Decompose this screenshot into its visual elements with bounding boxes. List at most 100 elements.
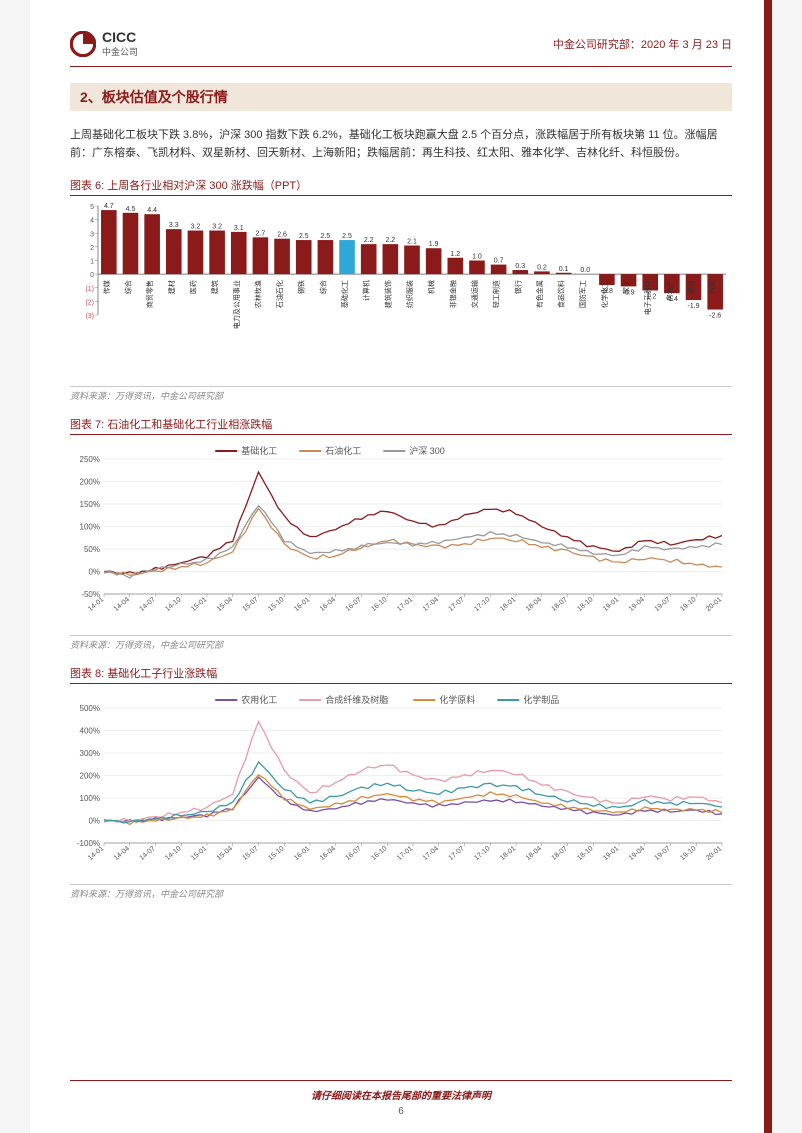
- page-number: 6: [30, 1106, 772, 1117]
- svg-text:17-07: 17-07: [448, 596, 466, 613]
- svg-text:17-07: 17-07: [448, 845, 466, 862]
- svg-text:轻工制造: 轻工制造: [492, 280, 501, 308]
- svg-text:建筑: 建筑: [210, 280, 219, 294]
- company-logo: CICC 中金公司: [70, 30, 138, 58]
- svg-text:沪深 300: 沪深 300: [409, 445, 445, 456]
- cicc-logo-icon: [70, 31, 96, 57]
- svg-text:14-04: 14-04: [113, 596, 131, 613]
- svg-text:钢铁: 钢铁: [297, 280, 306, 294]
- svg-text:纺织服装: 纺织服装: [405, 280, 414, 308]
- svg-text:3.1: 3.1: [234, 224, 244, 231]
- svg-text:4.4: 4.4: [147, 207, 157, 214]
- svg-text:2.6: 2.6: [277, 231, 287, 238]
- svg-text:1.2: 1.2: [450, 250, 460, 257]
- svg-text:15-10: 15-10: [267, 845, 285, 862]
- svg-text:农林牧渔: 农林牧渔: [253, 280, 262, 308]
- right-accent-bar: [764, 0, 772, 1133]
- svg-text:化学化工: 化学化工: [600, 280, 609, 308]
- svg-text:银行: 银行: [513, 280, 522, 294]
- chart7-line-chart: -50%0%50%100%150%200%250%14-0114-0414-07…: [70, 441, 732, 631]
- svg-text:2.5: 2.5: [321, 233, 331, 240]
- svg-text:17-04: 17-04: [422, 845, 440, 862]
- svg-text:0.2: 0.2: [537, 264, 547, 271]
- svg-text:-2.6: -2.6: [709, 312, 721, 319]
- svg-text:18-04: 18-04: [525, 845, 543, 862]
- svg-text:14-07: 14-07: [139, 845, 157, 862]
- svg-text:基础化工: 基础化工: [241, 445, 277, 456]
- svg-text:2: 2: [90, 244, 94, 251]
- svg-text:0.0: 0.0: [580, 267, 590, 274]
- svg-text:16-07: 16-07: [345, 596, 363, 613]
- svg-text:400%: 400%: [80, 726, 100, 735]
- svg-text:化学原料: 化学原料: [439, 694, 475, 705]
- svg-text:50%: 50%: [84, 545, 100, 554]
- svg-text:(3): (3): [85, 313, 94, 320]
- logo-text-cn: 中金公司: [102, 45, 138, 58]
- svg-text:0.1: 0.1: [559, 265, 569, 272]
- svg-text:4.5: 4.5: [126, 205, 136, 212]
- svg-text:房地产: 房地产: [665, 280, 674, 301]
- svg-text:16-10: 16-10: [370, 596, 388, 613]
- svg-text:5: 5: [90, 204, 94, 211]
- svg-text:16-01: 16-01: [293, 596, 311, 613]
- svg-text:(2): (2): [85, 299, 94, 306]
- svg-text:化学制品: 化学制品: [523, 694, 559, 705]
- svg-text:18-07: 18-07: [551, 596, 569, 613]
- svg-text:200%: 200%: [80, 771, 100, 780]
- svg-text:16-07: 16-07: [345, 845, 363, 862]
- svg-text:0.3: 0.3: [515, 263, 525, 270]
- svg-text:19-01: 19-01: [602, 596, 620, 613]
- svg-text:电力及公用事业: 电力及公用事业: [232, 280, 241, 329]
- svg-text:17-10: 17-10: [473, 845, 491, 862]
- svg-text:200%: 200%: [80, 477, 100, 486]
- svg-text:石油化工: 石油化工: [325, 445, 361, 456]
- svg-text:2.5: 2.5: [299, 233, 309, 240]
- svg-text:综合: 综合: [318, 280, 327, 294]
- svg-text:19-07: 19-07: [654, 596, 672, 613]
- svg-text:19-10: 19-10: [679, 596, 697, 613]
- chart6-svg: (3)(2)(1)0123454.7传媒4.5综合4.4商贸零售3.3建材3.2…: [70, 202, 730, 377]
- svg-text:-50%: -50%: [81, 590, 100, 599]
- svg-text:3: 3: [90, 231, 94, 238]
- section-title: 2、板块估值及个股行情: [70, 83, 732, 111]
- svg-text:15-01: 15-01: [190, 596, 208, 613]
- chart8-source: 资料来源：万得资讯，中金公司研究部: [70, 884, 732, 900]
- chart7-source: 资料来源：万得资讯，中金公司研究部: [70, 635, 732, 651]
- svg-text:500%: 500%: [80, 704, 100, 713]
- svg-text:4.7: 4.7: [104, 203, 114, 210]
- svg-text:建材: 建材: [167, 280, 176, 294]
- svg-text:2.5: 2.5: [342, 233, 352, 240]
- svg-text:18-07: 18-07: [551, 845, 569, 862]
- svg-text:-100%: -100%: [77, 839, 100, 848]
- header-date: 中金公司研究部：2020 年 3 月 23 日: [553, 36, 732, 52]
- svg-text:0: 0: [90, 272, 94, 279]
- svg-text:食品饮料: 食品饮料: [557, 280, 566, 308]
- svg-text:农用化工: 农用化工: [241, 694, 277, 705]
- svg-text:综合: 综合: [123, 280, 132, 294]
- svg-text:通信: 通信: [687, 280, 696, 294]
- svg-text:基础化工: 基础化工: [340, 280, 349, 308]
- svg-text:0.7: 0.7: [494, 257, 504, 264]
- svg-text:1: 1: [90, 258, 94, 265]
- chart8-svg: -100%0%100%200%300%400%500%14-0114-0414-…: [70, 690, 730, 875]
- svg-text:100%: 100%: [80, 794, 100, 803]
- svg-text:18-10: 18-10: [576, 845, 594, 862]
- svg-text:计算机: 计算机: [362, 280, 371, 301]
- svg-text:19-01: 19-01: [602, 845, 620, 862]
- chart6-bar-chart: (3)(2)(1)0123454.7传媒4.5综合4.4商贸零售3.3建材3.2…: [70, 202, 732, 382]
- svg-text:14-07: 14-07: [139, 596, 157, 613]
- svg-text:15-07: 15-07: [242, 845, 260, 862]
- svg-text:250%: 250%: [80, 455, 100, 464]
- svg-text:100%: 100%: [80, 522, 100, 531]
- svg-text:14-04: 14-04: [113, 845, 131, 862]
- svg-text:16-01: 16-01: [293, 845, 311, 862]
- svg-text:有色金属: 有色金属: [535, 280, 544, 308]
- svg-text:20-01: 20-01: [705, 596, 723, 613]
- svg-text:15-01: 15-01: [190, 845, 208, 862]
- svg-text:2.2: 2.2: [385, 237, 395, 244]
- svg-text:19-04: 19-04: [628, 596, 646, 613]
- svg-text:0%: 0%: [88, 567, 100, 576]
- svg-text:17-04: 17-04: [422, 596, 440, 613]
- page-footer: 请仔细阅读在本报告尾部的重要法律声明 6: [30, 1080, 772, 1117]
- svg-text:2.7: 2.7: [256, 230, 266, 237]
